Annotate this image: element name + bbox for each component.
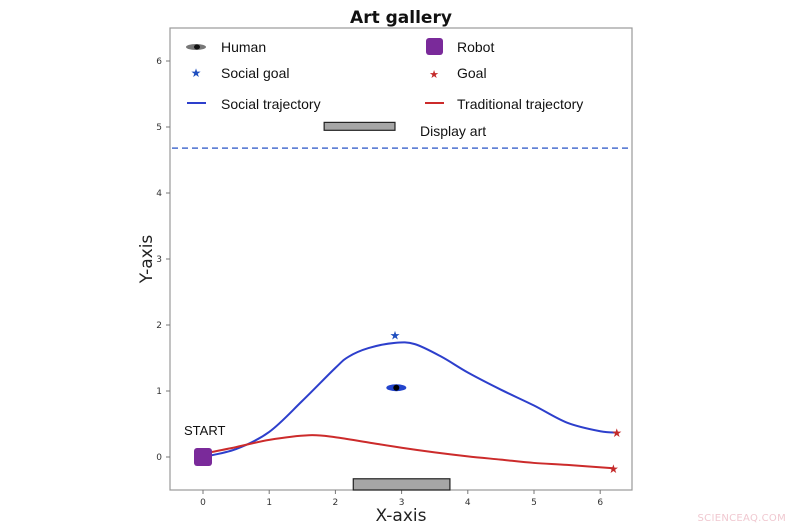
y-tick-label: 4 <box>156 189 162 199</box>
y-axis-ticks: 0 1 2 3 4 5 6 <box>156 57 170 463</box>
social-goal-star-icon: ★ <box>390 328 401 342</box>
traditional-trajectory-line <box>202 434 614 470</box>
y-tick-label: 6 <box>156 57 162 67</box>
robot-marker-icon <box>194 448 212 466</box>
legend-label-social-trajectory: Social trajectory <box>221 96 321 112</box>
display-art-rect <box>323 121 396 131</box>
legend-label-goal: Goal <box>457 65 487 81</box>
legend-label-human: Human <box>221 39 266 55</box>
legend-item-display-art: Display art <box>420 123 486 139</box>
legend-item-social-trajectory: Social trajectory <box>187 96 321 112</box>
y-axis-label: Y-axis <box>137 235 157 285</box>
legend-label-traditional-trajectory: Traditional trajectory <box>457 96 583 112</box>
display-art-group <box>323 121 451 491</box>
x-tick-label: 1 <box>266 498 272 508</box>
legend-item-goal: ★ Goal <box>429 65 487 81</box>
goal-star-icon: ★ <box>608 462 619 476</box>
human-head-icon <box>194 44 200 50</box>
x-axis-ticks: 0 1 2 3 4 5 6 <box>200 490 603 508</box>
display-art-rect <box>352 478 451 491</box>
markers-group: ★ ★ ★ <box>194 328 622 476</box>
social-trajectory-line <box>202 341 617 458</box>
red-star-icon: ★ <box>429 68 439 81</box>
legend-label-display-art: Display art <box>420 123 486 139</box>
start-annotation: START <box>184 423 225 438</box>
robot-square-icon <box>426 38 443 55</box>
y-tick-label: 2 <box>156 321 162 331</box>
x-axis-label: X-axis <box>376 506 427 526</box>
human-head-icon <box>393 384 400 391</box>
y-tick-label: 3 <box>156 255 162 265</box>
legend-item-robot: Robot <box>426 38 494 55</box>
legend-item-social-goal: ★ Social goal <box>191 65 290 81</box>
x-tick-label: 0 <box>200 498 206 508</box>
legend: Human Robot ★ Social goal ★ Goal Social … <box>186 38 583 139</box>
y-tick-label: 0 <box>156 453 162 463</box>
goal-star-icon: ★ <box>611 426 622 440</box>
y-tick-label: 1 <box>156 387 162 397</box>
x-tick-label: 5 <box>531 498 537 508</box>
x-tick-label: 3 <box>399 498 405 508</box>
plot-frame <box>169 27 633 491</box>
legend-item-human: Human <box>186 39 266 55</box>
x-tick-label: 4 <box>465 498 471 508</box>
blue-star-icon: ★ <box>191 66 202 80</box>
x-tick-label: 6 <box>597 498 603 508</box>
legend-label-social-goal: Social goal <box>221 65 290 81</box>
legend-item-traditional-trajectory: Traditional trajectory <box>425 96 583 112</box>
y-tick-label: 5 <box>156 123 162 133</box>
watermark: SCIENCEAQ.COM <box>697 513 786 524</box>
chart-title: Art gallery <box>350 8 452 28</box>
legend-label-robot: Robot <box>457 39 494 55</box>
x-tick-label: 2 <box>333 498 339 508</box>
